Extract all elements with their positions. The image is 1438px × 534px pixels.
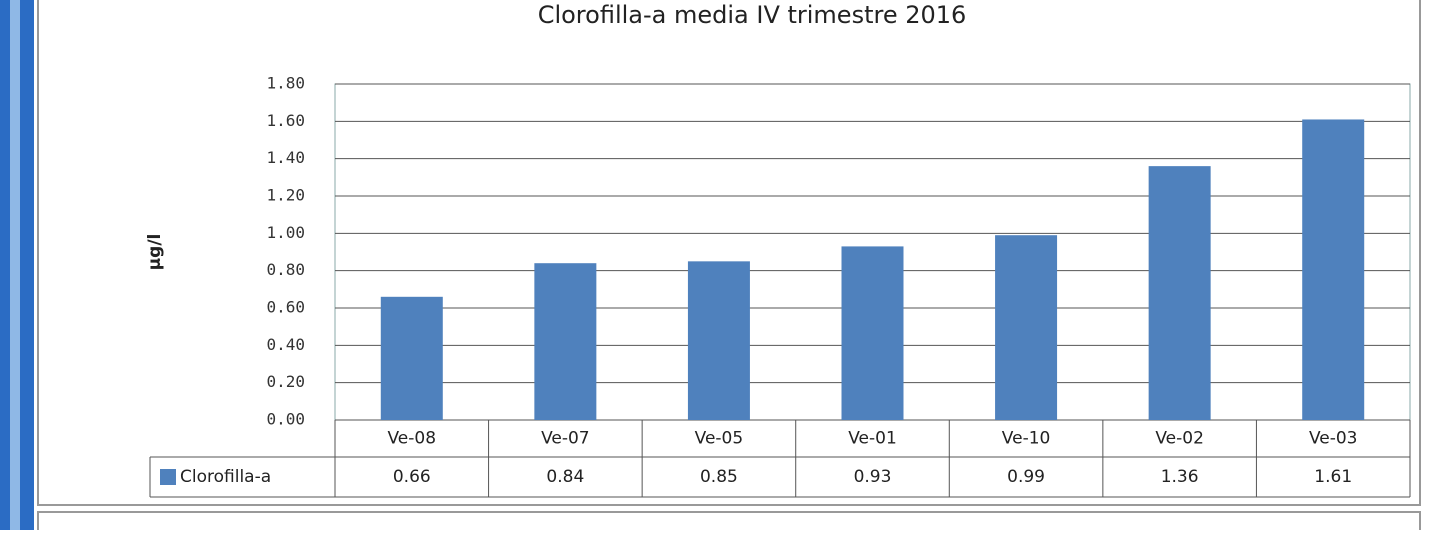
x-tick-label: Ve-10 (1002, 429, 1051, 449)
table-value: 0.66 (393, 467, 431, 487)
y-tick-label: 0.80 (266, 260, 305, 279)
x-tick-label: Ve-05 (695, 429, 744, 449)
bar (1302, 119, 1365, 420)
x-tick-label: Ve-01 (848, 429, 897, 449)
y-tick-label: 0.00 (266, 410, 305, 429)
x-tick-label: Ve-03 (1309, 429, 1358, 449)
table-value: 1.61 (1314, 467, 1352, 487)
x-tick-label: Ve-02 (1155, 429, 1204, 449)
y-tick-label: 1.40 (266, 148, 305, 167)
next-frame (37, 511, 1421, 534)
table-value: 0.84 (546, 467, 584, 487)
x-tick-label: Ve-08 (388, 429, 437, 449)
y-tick-label: 0.40 (266, 335, 305, 354)
legend-swatch (160, 469, 176, 485)
bar (841, 246, 904, 420)
y-tick-label: 1.20 (266, 186, 305, 205)
legend-label: Clorofilla-a (180, 467, 271, 487)
table-value: 0.93 (854, 467, 892, 487)
x-tick-label: Ve-07 (541, 429, 590, 449)
y-tick-label: 0.20 (266, 372, 305, 391)
table-value: 0.85 (700, 467, 738, 487)
bar (380, 296, 443, 420)
bar (1148, 166, 1211, 420)
y-tick-label: 0.60 (266, 298, 305, 317)
bar (534, 263, 597, 420)
table-value: 0.99 (1007, 467, 1045, 487)
bar (995, 235, 1058, 420)
table-value: 1.36 (1161, 467, 1199, 487)
y-tick-label: 1.00 (266, 223, 305, 242)
side-stripe (10, 0, 20, 530)
y-tick-label: 1.60 (266, 111, 305, 130)
y-axis-label: µg/l (145, 234, 165, 271)
y-tick-label: 1.80 (266, 74, 305, 93)
chart-title: Clorofilla-a media IV trimestre 2016 (538, 1, 967, 29)
bar (687, 261, 750, 420)
